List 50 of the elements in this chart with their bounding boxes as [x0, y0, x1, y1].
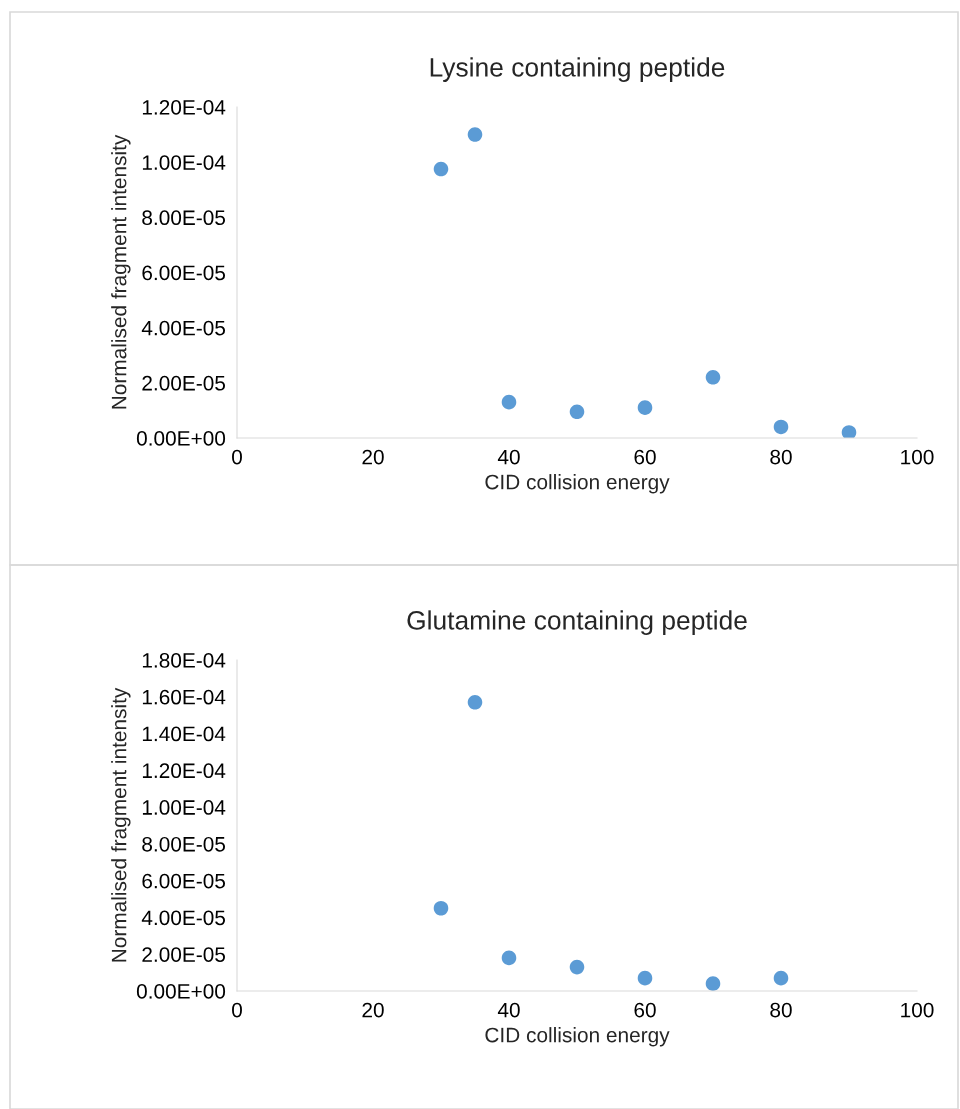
point: [569, 404, 585, 420]
y-tick-label: 2.00E-05: [142, 375, 226, 391]
point: [501, 950, 517, 966]
point: [637, 970, 653, 986]
point: [467, 695, 483, 710]
x-tick-label: 80: [770, 1002, 792, 1018]
x-tick-label: 40: [497, 1002, 520, 1018]
x-tick-label: 40: [497, 449, 520, 465]
y-tick-label: 4.00E-05: [141, 910, 226, 926]
chart-title: Glutamine containing peptide: [407, 610, 747, 635]
x-tick-label: 0: [232, 449, 242, 465]
point: [705, 976, 721, 991]
y-axis-title: Normalised fragment intensity: [111, 134, 131, 409]
y-tick-label: 8.00E-05: [142, 210, 226, 226]
x-tick-label: 20: [362, 449, 384, 465]
x-tick-label: 100: [901, 449, 934, 465]
y-tick-label: 8.00E-05: [142, 836, 226, 852]
y-tick-label: 1.60E-04: [142, 689, 226, 705]
x-tick-label: 100: [901, 1002, 934, 1018]
y-tick-label: 1.00E-04: [142, 800, 226, 815]
point: [467, 127, 483, 142]
y-tick-label: 4.00E-05: [141, 320, 226, 336]
y-tick-label: 6.00E-05: [142, 873, 226, 889]
y-tick-label: 1.40E-04: [142, 726, 226, 742]
x-axis-title: CID collision energy: [485, 474, 670, 494]
y-tick-label: 6.00E-05: [142, 265, 226, 281]
point: [773, 970, 789, 986]
y-tick-label: 0.00E+00: [136, 431, 226, 446]
x-axis-title: CID collision energy: [485, 1027, 670, 1047]
y-axis-title: Normalised fragment intensity: [111, 687, 131, 962]
y-tick-label: 1.20E-04: [142, 100, 226, 115]
x-tick-label: 60: [634, 449, 656, 465]
x-tick-label: 60: [634, 1002, 656, 1018]
y-tick-label: 0.00E+00: [136, 984, 226, 999]
y-tick-label: 1.20E-04: [142, 763, 226, 779]
chart-title: Lysine containing peptide: [430, 57, 725, 82]
point: [841, 425, 857, 438]
x-tick-label: 0: [232, 1002, 242, 1018]
y-tick-label: 1.00E-04: [142, 155, 226, 170]
y-tick-label: 1.80E-04: [142, 653, 226, 668]
point: [705, 370, 721, 385]
point: [433, 900, 449, 916]
point: [773, 419, 789, 435]
point: [501, 394, 517, 410]
point: [569, 959, 585, 975]
point: [637, 400, 653, 415]
x-tick-label: 20: [362, 1002, 384, 1018]
x-tick-label: 80: [770, 449, 792, 465]
y-tick-label: 2.00E-05: [142, 947, 226, 962]
point: [433, 161, 449, 177]
